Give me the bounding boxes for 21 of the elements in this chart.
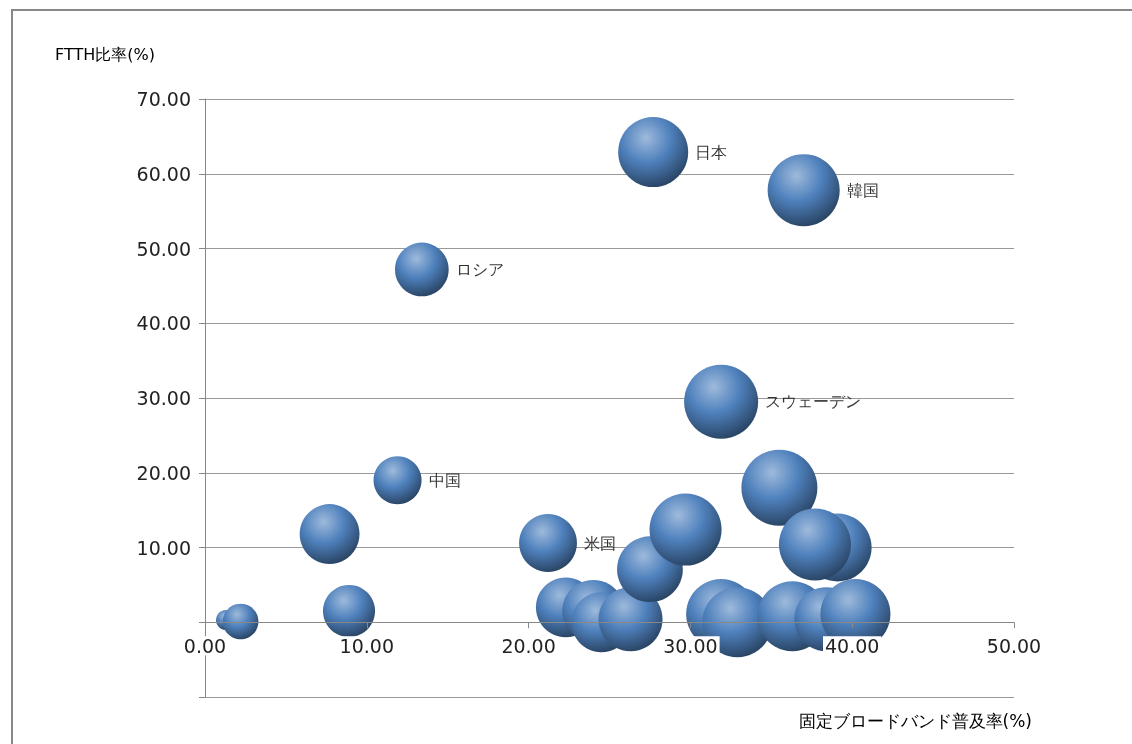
x-tick-label: 30.00 (663, 634, 718, 657)
annotation: 中国 (428, 470, 461, 490)
y-tick-label: 20.00 (136, 461, 191, 484)
annotation: ロシア (455, 259, 504, 279)
y-tick-label: 70.00 (136, 88, 191, 110)
x-axis-title: 固定ブロードバンド普及率(%) (798, 710, 1032, 731)
annotation: 韓国 (846, 180, 879, 200)
y-tick-label: 50.00 (136, 237, 191, 260)
x-tick-label: 20.00 (501, 634, 556, 657)
x-tick-label: 50.00 (986, 634, 1042, 657)
annotation: 米国 (583, 533, 616, 553)
x-tick-label: 0.00 (183, 634, 227, 657)
y-tick-label: 30.00 (136, 387, 191, 409)
x-tick-label: 40.00 (825, 634, 880, 657)
x-tick-label: 10.00 (339, 634, 394, 657)
y-tick-label: 10.00 (136, 536, 191, 559)
annotation: スウェーデン (765, 392, 862, 412)
y-axis-title: FTTH比率(%) (55, 44, 155, 64)
y-tick-label: 60.00 (136, 162, 191, 185)
annotation: 日本 (695, 142, 728, 162)
y-tick-label: 40.00 (136, 312, 191, 335)
